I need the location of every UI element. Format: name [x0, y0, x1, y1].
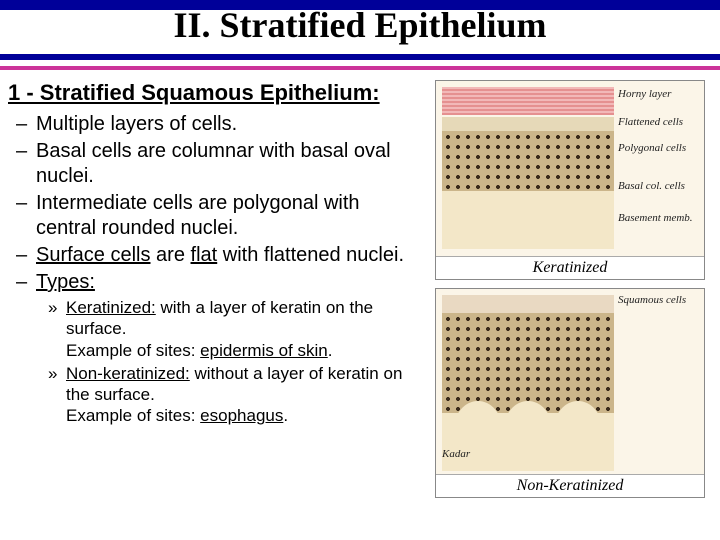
sub-bullet-text: Keratinized: with a layer of keratin on … [66, 298, 373, 360]
polygonal-cells-band [442, 131, 614, 191]
sub-bullet-text: Non-keratinized: without a layer of kera… [66, 364, 402, 426]
dermal-papilla [554, 401, 602, 457]
content-row: 1 - Stratified Squamous Epithelium: Mult… [0, 70, 720, 498]
title-underline-magenta [0, 66, 720, 70]
diagram-label: Flattened cells [618, 117, 700, 129]
title-underline-blue [0, 54, 720, 60]
sub-bullet-item: Non-keratinized: without a layer of kera… [66, 363, 422, 427]
sub-bullet-item: Keratinized: with a layer of keratin on … [66, 297, 422, 361]
dermal-papilla [456, 191, 504, 239]
diagram-caption: Keratinized [436, 256, 704, 279]
diagram-keratinized: Horny layer Flattened cells Polygonal ce… [435, 80, 705, 280]
diagram-label: Basement memb. [618, 213, 700, 225]
bullet-text: Types: [36, 271, 95, 293]
diagram-non-keratinized: Squamous cells Kadar Non-Keratinized [435, 288, 705, 498]
bullet-text: Surface cells are flat with flattened nu… [36, 244, 404, 266]
dermal-papilla [504, 401, 552, 457]
bullet-item: Types: Keratinized: with a layer of kera… [36, 270, 422, 427]
diagram-label: Polygonal cells [618, 143, 700, 155]
polygonal-cells-band [442, 313, 614, 413]
diagram-label: Horny layer [618, 89, 700, 101]
title-top-stripe [0, 0, 720, 10]
bullet-text: Intermediate cells are polygonal with ce… [36, 192, 360, 239]
diagram-signature: Kadar [442, 449, 470, 461]
dermal-papilla [556, 191, 604, 239]
sub-bullet-list: Keratinized: with a layer of keratin on … [36, 297, 422, 427]
section-heading: 1 - Stratified Squamous Epithelium: [8, 80, 422, 106]
diagram-caption: Non-Keratinized [436, 474, 704, 497]
bullet-text: Basal cells are columnar with basal oval… [36, 140, 391, 187]
image-column: Horny layer Flattened cells Polygonal ce… [428, 80, 712, 498]
bullet-item: Multiple layers of cells. [36, 112, 422, 137]
surface-squamous-band [442, 295, 614, 313]
diagram-label: Basal col. cells [618, 181, 700, 193]
bullet-item: Surface cells are flat with flattened nu… [36, 243, 422, 268]
diagram-label: Squamous cells [618, 295, 700, 307]
dermal-papilla [506, 191, 554, 239]
text-column: 1 - Stratified Squamous Epithelium: Mult… [8, 80, 428, 498]
flattened-cells-band [442, 117, 614, 131]
title-bar: II. Stratified Epithelium [0, 0, 720, 70]
bullet-item: Basal cells are columnar with basal oval… [36, 139, 422, 189]
horny-layer [442, 87, 614, 115]
bullet-text: Multiple layers of cells. [36, 113, 237, 135]
bullet-list: Multiple layers of cells. Basal cells ar… [8, 112, 422, 427]
bullet-item: Intermediate cells are polygonal with ce… [36, 191, 422, 241]
